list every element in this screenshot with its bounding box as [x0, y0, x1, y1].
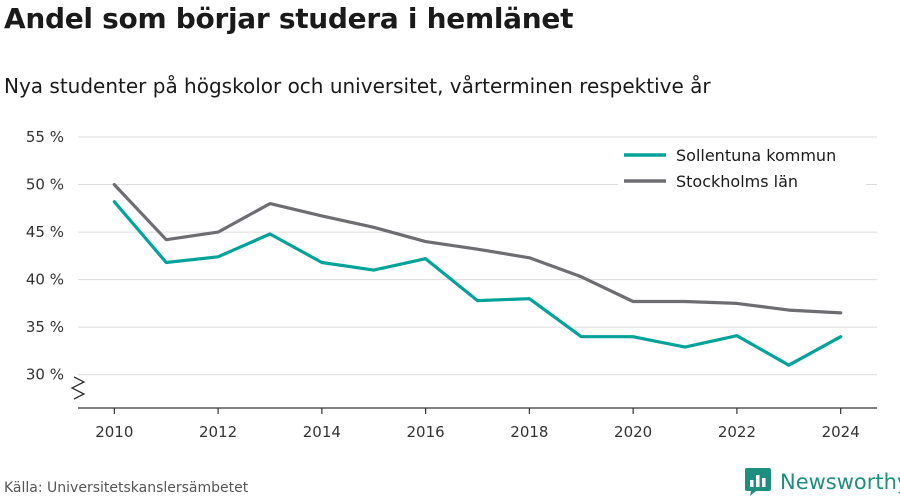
legend-label: Stockholms län: [676, 172, 798, 191]
series-line-sollentuna: [112, 200, 843, 367]
chart-subtitle: Nya studenter på högskolor och universit…: [4, 74, 711, 98]
x-tick-label: 2016: [407, 423, 445, 441]
series-line-stockholm: [112, 183, 843, 315]
axis-break-marker: [70, 376, 86, 400]
x-tick-label: 2018: [510, 423, 548, 441]
legend-label: Sollentuna kommun: [676, 146, 836, 165]
y-tick-label: 30 %: [26, 366, 64, 384]
y-tick-label: 45 %: [26, 223, 64, 241]
y-tick-label: 35 %: [26, 318, 64, 336]
brand-logo: Newsworthy: [744, 466, 900, 498]
x-tick-label: 2024: [822, 423, 860, 441]
x-tick-label: 2012: [199, 423, 237, 441]
y-tick-label: 50 %: [26, 176, 64, 194]
bar-chart-logo-icon: [745, 468, 771, 496]
x-tick-label: 2022: [718, 423, 756, 441]
source-note: Källa: Universitetskanslersämbetet: [4, 480, 249, 496]
legend-background: [618, 142, 866, 194]
x-tick-label: 2014: [303, 423, 341, 441]
x-tick-label: 2020: [614, 423, 652, 441]
y-tick-label: 55 %: [26, 128, 64, 146]
brand-name: Newsworthy: [780, 470, 900, 494]
y-tick-label: 40 %: [26, 271, 64, 289]
x-tick-label: 2010: [95, 423, 133, 441]
chart-title: Andel som börjar studera i hemlänet: [4, 2, 574, 35]
